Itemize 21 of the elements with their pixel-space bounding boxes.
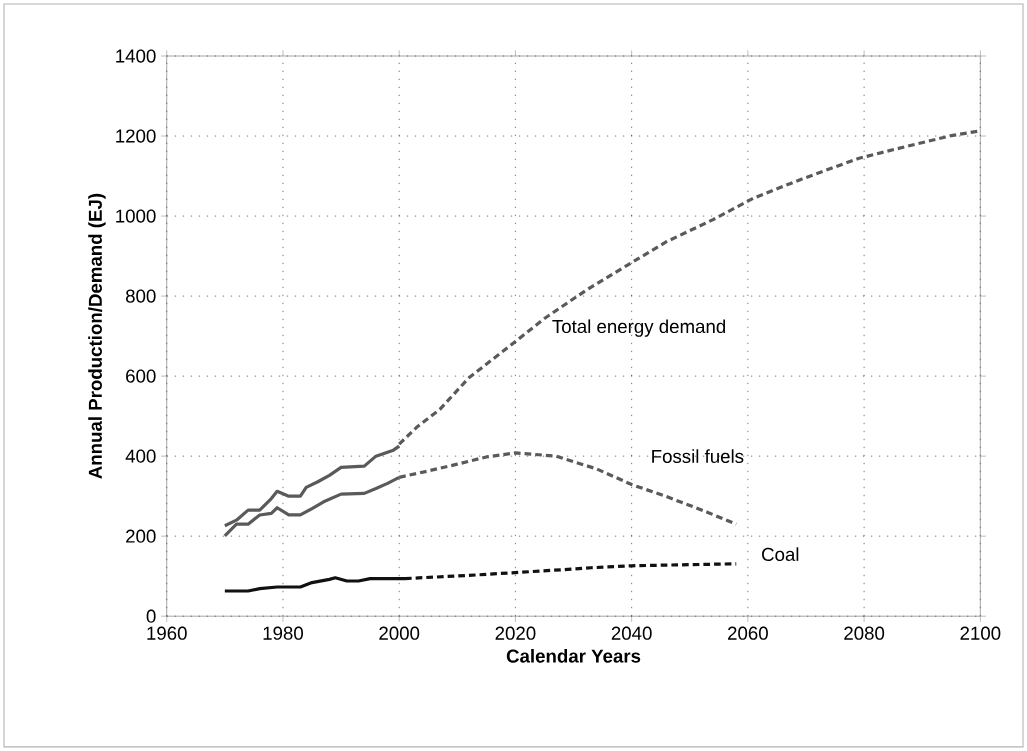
y-tick-label: 0 (146, 609, 156, 623)
x-tick-label: 1980 (263, 626, 303, 640)
x-tick-label: 2000 (379, 626, 420, 640)
y-tick-label: 800 (125, 289, 156, 303)
y-tick-label: 600 (126, 369, 156, 383)
y-tick-label: 400 (125, 449, 156, 463)
series-label: Fossil fuels (652, 449, 744, 464)
y-tick-label: 200 (126, 529, 156, 543)
y-axis-title: Annual Production/Demand (EJ) (88, 193, 106, 479)
x-tick-label: 2040 (611, 626, 652, 640)
y-tick-label: 1200 (116, 129, 156, 143)
x-tick-label: 2020 (495, 626, 536, 640)
x-tick-label: 2060 (728, 626, 768, 640)
x-tick-label: 1960 (147, 626, 187, 640)
series-label: Total energy demand (552, 319, 726, 337)
x-axis-title: Calendar Years (506, 649, 641, 663)
y-tick-label: 1000 (116, 209, 156, 223)
y-tick-label: 1400 (116, 49, 156, 63)
series-label: Coal (762, 547, 799, 562)
x-tick-label: 2080 (844, 626, 885, 640)
x-tick-label: 2100 (960, 626, 1001, 640)
